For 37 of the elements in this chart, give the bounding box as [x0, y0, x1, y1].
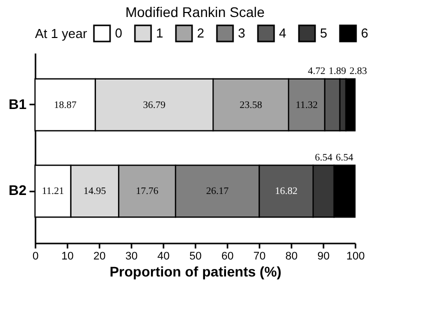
legend-label: 3: [238, 25, 246, 40]
data-label: 18.87: [54, 100, 76, 111]
legend-title: At 1 year: [35, 26, 88, 41]
x-axis-title: Proportion of patients (%): [110, 264, 282, 280]
x-tick-label: 80: [285, 250, 298, 262]
legend-label: 2: [197, 25, 204, 40]
data-label: 36.79: [143, 100, 166, 111]
data-label: 1.89: [328, 66, 346, 77]
data-label: 16.82: [274, 186, 298, 198]
legend-label: 0: [115, 25, 122, 40]
data-label: 11.21: [42, 186, 64, 198]
x-tick-label: 90: [317, 250, 330, 262]
x-tick-label: 30: [125, 250, 138, 262]
data-label: 23.58: [240, 100, 262, 111]
x-tick-label: 70: [253, 250, 266, 262]
x-tick-label: 40: [157, 250, 170, 262]
data-label: 26.17: [206, 186, 229, 198]
legend-label: 5: [320, 25, 328, 40]
data-label: 11.32: [296, 100, 318, 111]
data-label: 2.83: [349, 66, 367, 77]
chart-title: Modified Rankin Scale: [125, 4, 265, 20]
legend-label: 4: [279, 25, 286, 40]
x-tick-label: 10: [61, 250, 74, 262]
legend-label: 6: [361, 25, 368, 40]
x-tick-label: 100: [346, 250, 365, 262]
data-label: 6.54: [314, 152, 332, 164]
x-tick-label: 60: [221, 250, 234, 262]
data-label: 17.76: [136, 186, 158, 198]
legend-label: 1: [156, 25, 164, 40]
x-tick-label: 0: [32, 250, 39, 262]
data-label: 14.95: [84, 186, 106, 198]
y-tick-label: B1: [8, 96, 27, 112]
data-label: 4.72: [308, 66, 326, 77]
y-tick-label: B2: [8, 182, 27, 198]
x-tick-label: 20: [93, 250, 106, 262]
data-label: 6.54: [336, 152, 354, 164]
x-tick-label: 50: [189, 250, 202, 262]
